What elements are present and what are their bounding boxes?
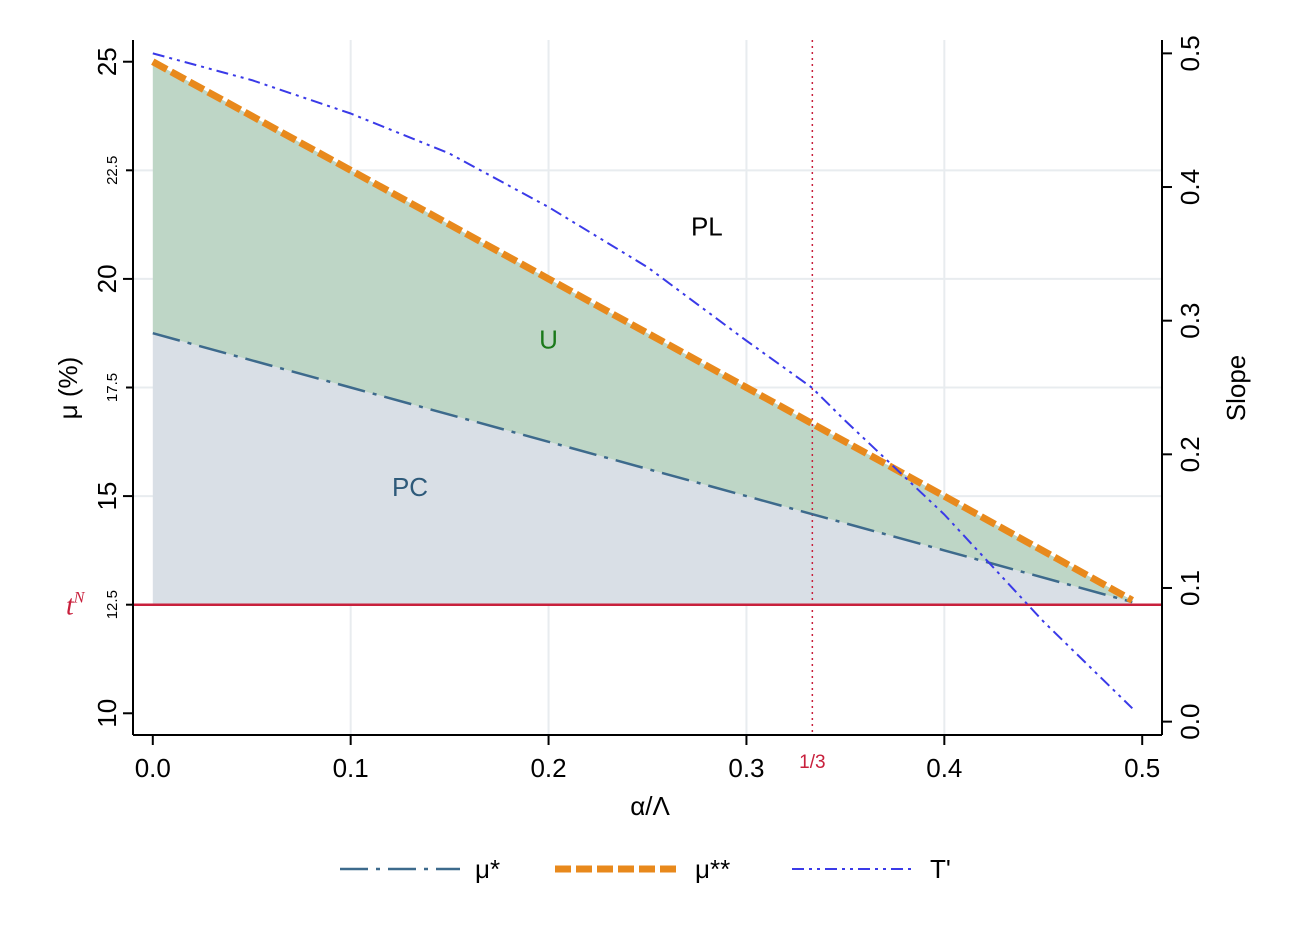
series-line-t-prime	[152, 52, 1133, 710]
axes	[123, 40, 1172, 745]
legend-label-1: μ*	[475, 854, 500, 884]
y-tick-label: 15	[92, 482, 122, 511]
y-axis-title: μ (%)	[53, 357, 83, 420]
reference-lines	[133, 40, 1162, 735]
y-tick-label: 10	[92, 699, 122, 728]
y2-tick-label: 0.2	[1175, 436, 1205, 472]
annotations: tN 1/3	[66, 590, 826, 773]
region-label-pc: PC	[392, 472, 428, 502]
x-tick-label: 0.0	[135, 753, 171, 783]
y-minor-tick-label: 17.5	[104, 373, 121, 402]
x-axis-title: α/Λ	[630, 791, 670, 821]
series-line-mu-star	[152, 331, 1133, 604]
y-minor-tick-label: 12.5	[104, 590, 121, 619]
x-tick-label: 0.1	[333, 753, 369, 783]
y2-tick-label: 0.0	[1175, 704, 1205, 740]
x-tick-label: 0.2	[530, 753, 566, 783]
legend: μ* μ** T'	[340, 854, 951, 884]
horizontal-line-label: tN	[66, 590, 86, 622]
legend-label-3: T'	[930, 854, 951, 884]
y-tick-label: 20	[92, 264, 122, 293]
series-lines	[151, 52, 1134, 710]
tick-labels: 0.0 0.1 0.2 0.3 0.4 0.5 10 15 20 25 12.5 17.5 22.5 0.…	[92, 35, 1205, 783]
legend-label-2: μ**	[695, 854, 730, 884]
y2-tick-label: 0.3	[1175, 303, 1205, 339]
y-minor-tick-label: 22.5	[104, 156, 121, 185]
vertical-line-label: 1/3	[799, 752, 825, 773]
region-labels: U PC PL	[392, 211, 723, 502]
x-tick-label: 0.5	[1124, 753, 1160, 783]
y2-tick-label: 0.5	[1175, 35, 1205, 71]
y2-axis-title: Slope	[1221, 355, 1251, 422]
x-tick-label: 0.3	[728, 753, 764, 783]
y2-tick-label: 0.1	[1175, 570, 1205, 606]
region-label-pl: PL	[691, 211, 723, 241]
x-tick-label: 0.4	[926, 753, 962, 783]
y-tick-label: 25	[92, 47, 122, 76]
region-label-u: U	[539, 324, 558, 354]
series-line-mu-star-star	[151, 58, 1134, 604]
y2-tick-label: 0.4	[1175, 169, 1205, 205]
